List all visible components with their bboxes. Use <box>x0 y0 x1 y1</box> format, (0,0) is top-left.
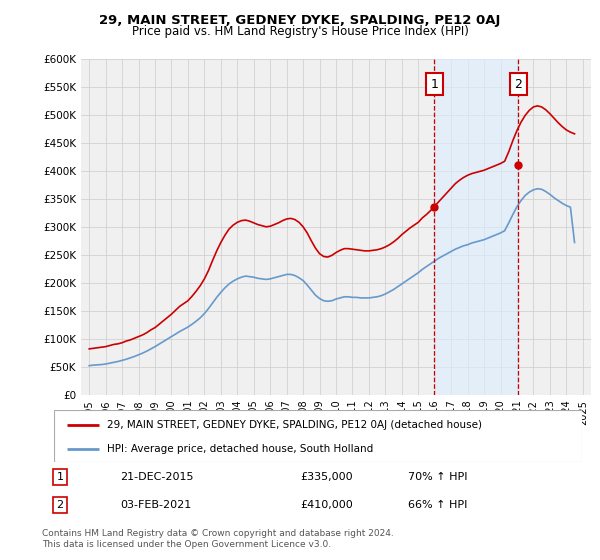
Text: Price paid vs. HM Land Registry's House Price Index (HPI): Price paid vs. HM Land Registry's House … <box>131 25 469 38</box>
Text: 2: 2 <box>56 500 64 510</box>
Text: 21-DEC-2015: 21-DEC-2015 <box>120 472 193 482</box>
Bar <box>434 59 518 395</box>
Text: 03-FEB-2021: 03-FEB-2021 <box>120 500 191 510</box>
Text: Contains HM Land Registry data © Crown copyright and database right 2024.
This d: Contains HM Land Registry data © Crown c… <box>42 529 394 549</box>
Text: 70% ↑ HPI: 70% ↑ HPI <box>408 472 467 482</box>
Text: 66% ↑ HPI: 66% ↑ HPI <box>408 500 467 510</box>
Text: 29, MAIN STREET, GEDNEY DYKE, SPALDING, PE12 0AJ (detached house): 29, MAIN STREET, GEDNEY DYKE, SPALDING, … <box>107 419 482 430</box>
Text: 2: 2 <box>514 77 522 91</box>
Text: 29, MAIN STREET, GEDNEY DYKE, SPALDING, PE12 0AJ: 29, MAIN STREET, GEDNEY DYKE, SPALDING, … <box>100 14 500 27</box>
Text: £335,000: £335,000 <box>300 472 353 482</box>
Text: £410,000: £410,000 <box>300 500 353 510</box>
Text: 1: 1 <box>430 77 438 91</box>
Text: HPI: Average price, detached house, South Holland: HPI: Average price, detached house, Sout… <box>107 444 373 454</box>
Text: 1: 1 <box>56 472 64 482</box>
